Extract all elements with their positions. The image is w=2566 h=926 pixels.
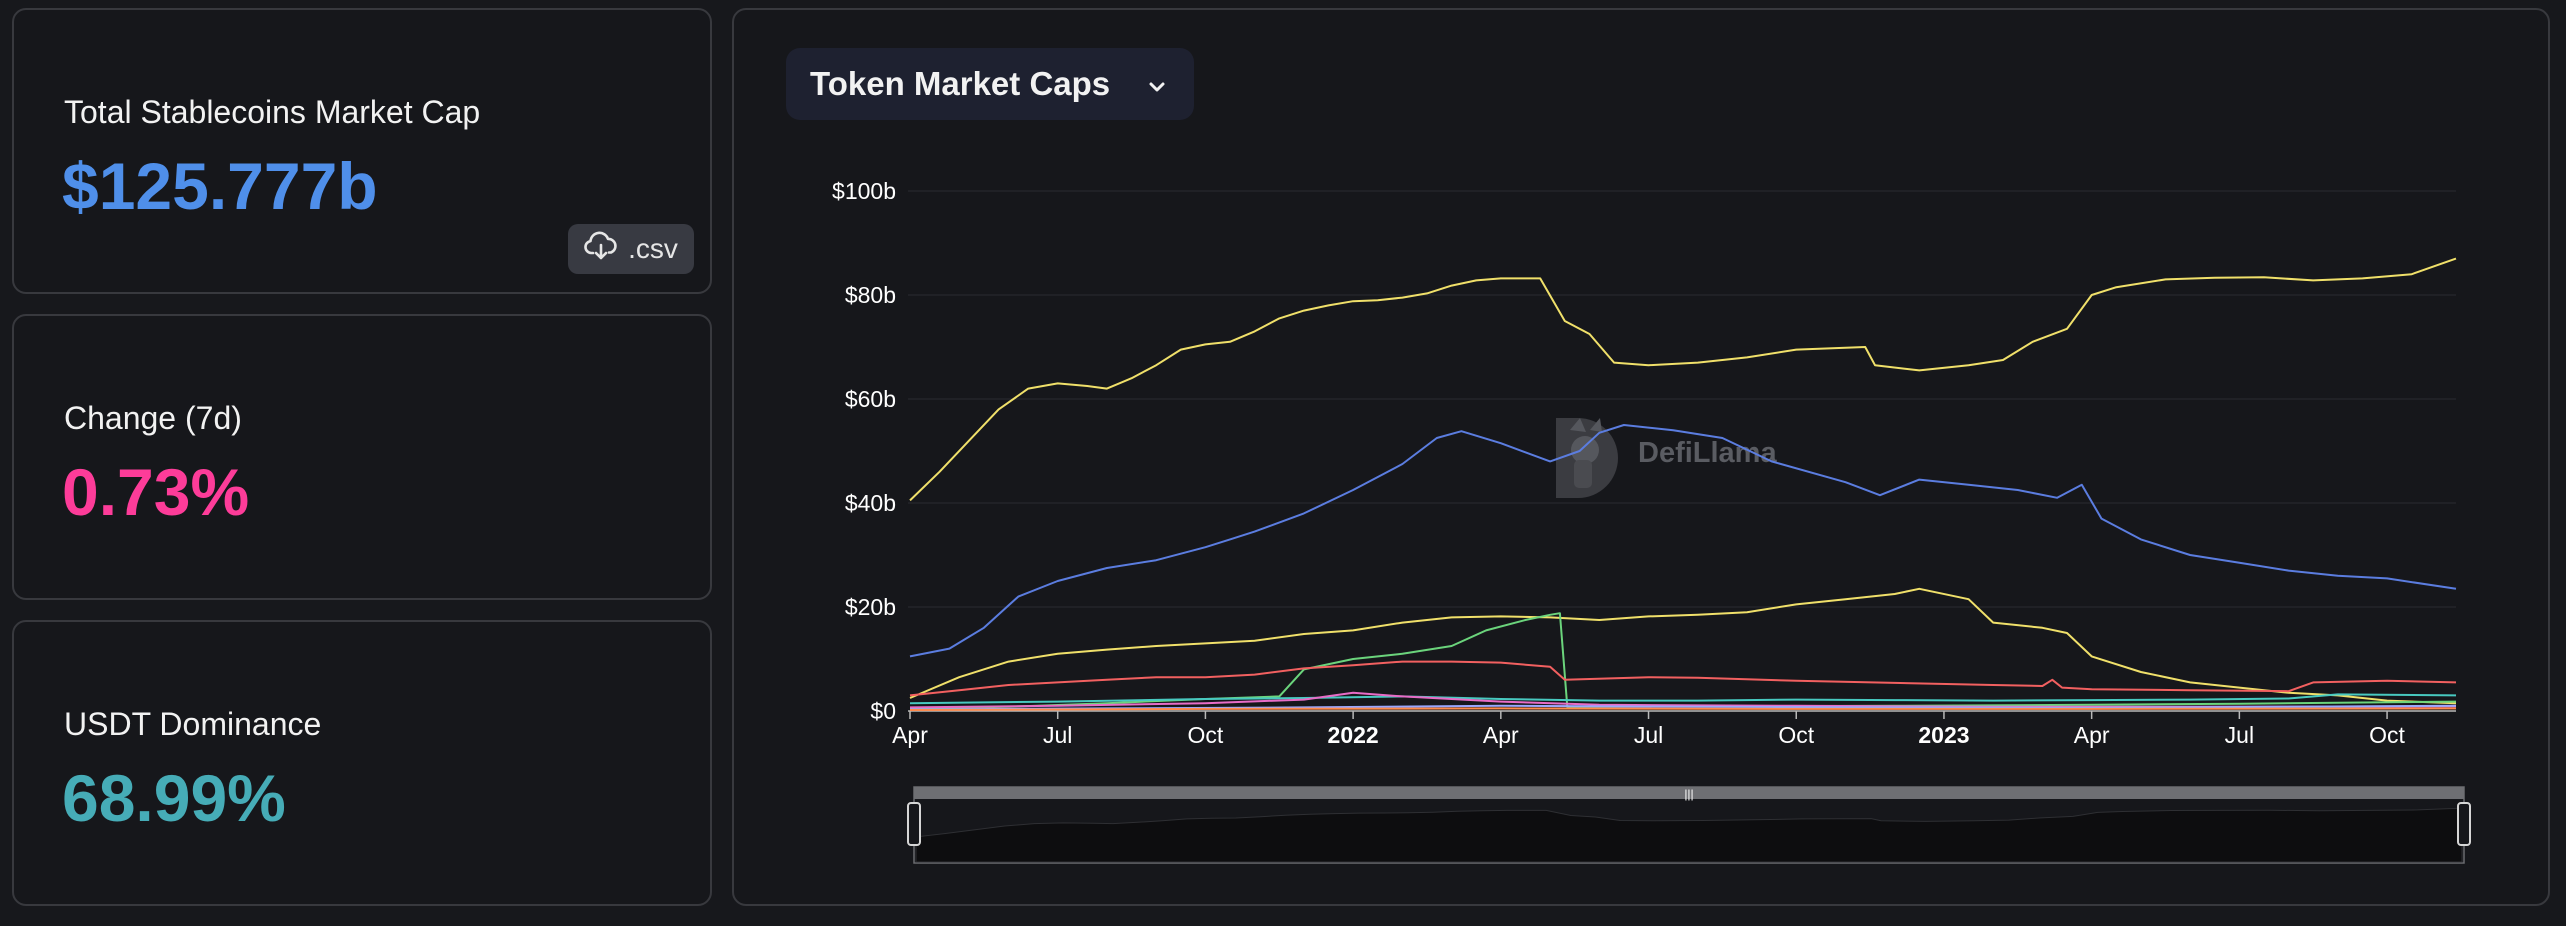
change-label: Change (7d): [64, 400, 242, 436]
chevron-down-icon: [1144, 70, 1170, 108]
chart-selector-label: Token Market Caps: [810, 65, 1111, 102]
y-tick-label: $0: [870, 698, 896, 724]
dominance-panel: USDT Dominance 68.99%: [12, 620, 712, 906]
x-tick-label: Jul: [1634, 722, 1663, 748]
x-tick-label: Oct: [1778, 722, 1814, 748]
dominance-value: 68.99%: [62, 761, 286, 835]
csv-button-label: .csv: [628, 233, 678, 264]
market-cap-value: $125.777b: [62, 149, 378, 223]
x-tick-label: Apr: [892, 722, 928, 748]
range-slider-left-handle[interactable]: [907, 802, 921, 846]
series-line-4: [909, 612, 2457, 710]
chart-grid: [908, 190, 2456, 712]
series-line-9: [909, 707, 2457, 711]
x-tick-label: 2023: [1918, 722, 1969, 748]
watermark-text: DefiLlama: [1638, 437, 1777, 469]
change-value: 0.73%: [62, 455, 250, 529]
market-cap-panel: Total Stablecoins Market Cap $125.777b .…: [12, 8, 712, 294]
range-slider-bar[interactable]: [914, 787, 2464, 799]
y-tick-label: $20b: [845, 594, 896, 620]
x-tick-label: Oct: [1188, 722, 1224, 748]
x-tick-label: Jul: [2225, 722, 2254, 748]
series-line-1: [909, 257, 2457, 502]
x-tick-label: Apr: [2074, 722, 2110, 748]
market-cap-label: Total Stablecoins Market Cap: [64, 94, 481, 130]
csv-download-button[interactable]: .csv: [568, 224, 694, 274]
x-tick-label: Jul: [1043, 722, 1072, 748]
series-line-5: [909, 660, 2457, 697]
series-line-6: [909, 693, 2457, 705]
x-tick-label: 2022: [1328, 722, 1379, 748]
x-tick-label: Oct: [2369, 722, 2405, 748]
y-axis: $0 $20b $40b $60b $80b $100b: [832, 178, 896, 724]
cloud-download-icon: [584, 231, 618, 268]
y-tick-label: $80b: [845, 282, 896, 308]
dominance-label: USDT Dominance: [64, 706, 322, 742]
llama-logo-icon: [1556, 418, 1618, 498]
x-tick-label: Apr: [1483, 722, 1519, 748]
chart-type-selector[interactable]: Token Market Caps: [786, 48, 1194, 120]
market-cap-chart[interactable]: DefiLlama $0 $20b $40b $60b $80b $100b Apr Jul…: [734, 10, 2548, 904]
change-panel: Change (7d) 0.73%: [12, 314, 712, 600]
y-tick-label: $100b: [832, 178, 896, 204]
series-line-2: [909, 424, 2457, 658]
x-axis: Apr Jul Oct 2022 Apr Jul Oct 2023 Apr Jul Oct: [892, 711, 2406, 748]
range-slider-grip-icon: |||: [1684, 787, 1693, 801]
y-tick-label: $60b: [845, 386, 896, 412]
range-slider-right-handle[interactable]: [2457, 802, 2471, 846]
chart-panel: Token Market Caps DefiLlama $0 $20b $40b $6…: [732, 8, 2550, 906]
range-slider[interactable]: |||: [907, 786, 2471, 864]
range-slider-preview: [915, 807, 2463, 863]
series-line-3: [909, 587, 2457, 705]
y-tick-label: $40b: [845, 490, 896, 516]
chart-series: [909, 257, 2457, 711]
